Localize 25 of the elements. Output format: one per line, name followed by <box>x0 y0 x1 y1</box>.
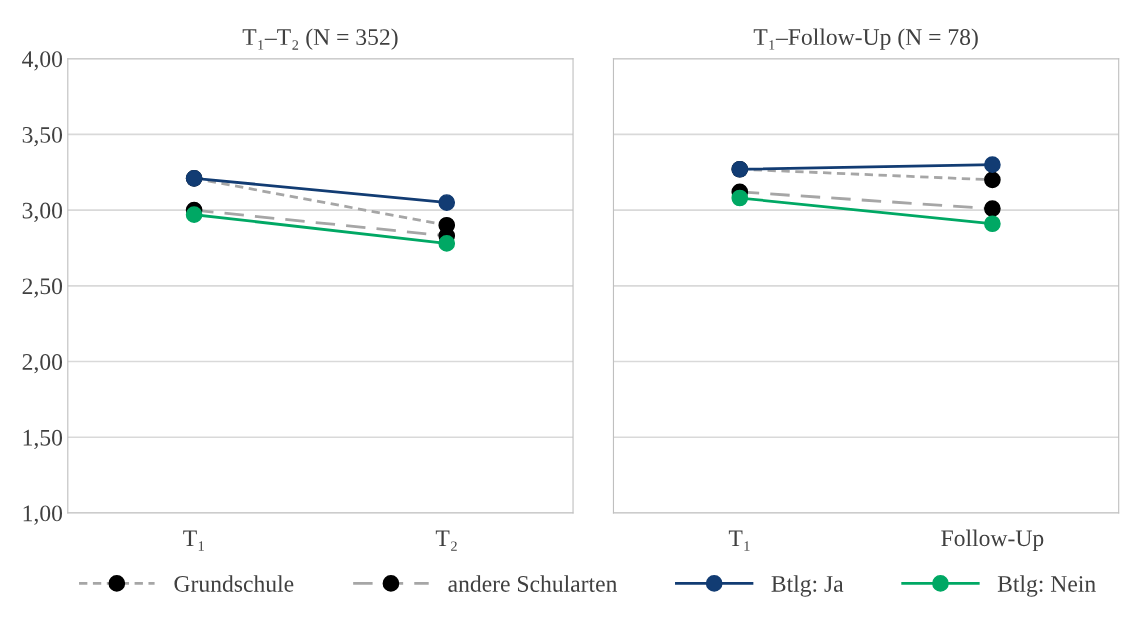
point <box>984 156 1001 174</box>
y-tick-label: 3,00 <box>22 202 63 222</box>
y-tick-label: 1,00 <box>23 505 63 525</box>
point <box>185 206 203 223</box>
point <box>438 235 456 252</box>
legend-label: Btlg: Nein <box>997 575 1096 597</box>
y-tick-label: 1,50 <box>23 429 63 450</box>
x-tick-label: T₁ <box>728 530 750 551</box>
y-tick-label: 2,50 <box>22 278 63 298</box>
point <box>984 200 1001 217</box>
x-tick-label: T₂ <box>435 530 457 551</box>
legend-label: Btlg: Ja <box>771 575 844 597</box>
x-tick-label: T₁ <box>183 530 204 551</box>
legend-label: Grundschule <box>174 575 294 592</box>
legend-label: andere Schularten <box>448 575 618 592</box>
point <box>984 171 1001 189</box>
point <box>438 194 456 211</box>
point <box>984 215 1001 233</box>
chart-title: T₁–T₂ (N = 352) <box>242 28 398 50</box>
y-tick-label: 2,00 <box>22 354 63 374</box>
x-tick-label: Follow-Up <box>941 529 1044 552</box>
y-tick-label: 3,50 <box>22 126 63 147</box>
point <box>731 189 749 207</box>
chart-title: T₁–Follow-Up (N = 78) <box>753 28 978 50</box>
y-tick-label: 4,00 <box>22 51 63 71</box>
